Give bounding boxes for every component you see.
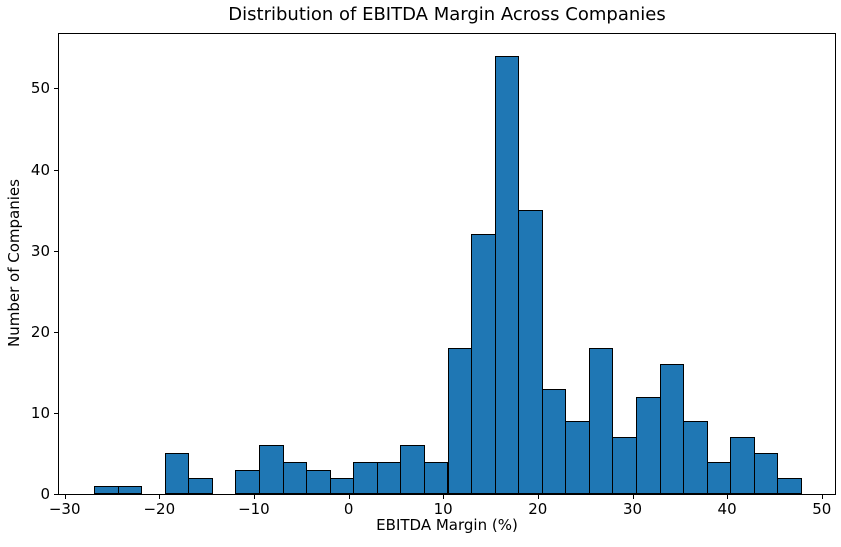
histogram-bar bbox=[94, 485, 119, 494]
y-tick-label: 50 bbox=[30, 79, 50, 98]
histogram-bar bbox=[659, 364, 685, 494]
plot-area bbox=[58, 33, 836, 495]
y-tick-mark bbox=[54, 331, 58, 333]
x-tick-mark bbox=[253, 495, 255, 499]
histogram-bar bbox=[188, 477, 213, 494]
y-tick-mark bbox=[54, 169, 58, 171]
x-tick-label: −30 bbox=[48, 500, 81, 518]
histogram-bar bbox=[565, 421, 590, 494]
histogram-bar bbox=[636, 396, 661, 494]
x-tick-mark bbox=[443, 495, 445, 499]
x-tick-label: 0 bbox=[343, 500, 354, 518]
y-tick-label: 20 bbox=[30, 322, 50, 341]
y-tick-mark bbox=[54, 494, 58, 495]
x-tick-mark bbox=[159, 495, 161, 499]
x-tick-label: 20 bbox=[528, 500, 548, 518]
histogram-bar bbox=[494, 55, 520, 494]
y-tick-label: 40 bbox=[30, 160, 50, 179]
y-tick-label: 10 bbox=[30, 403, 50, 422]
x-tick-mark bbox=[632, 495, 634, 499]
x-tick-mark bbox=[727, 495, 729, 499]
x-tick-mark bbox=[348, 495, 350, 499]
histogram-bar bbox=[376, 461, 402, 494]
bars-layer bbox=[59, 34, 835, 494]
x-tick-label: 10 bbox=[433, 500, 453, 518]
histogram-bar bbox=[353, 461, 378, 494]
histogram-bar bbox=[329, 477, 355, 494]
histogram-bar bbox=[730, 437, 755, 494]
chart-title: Distribution of EBITDA Margin Across Com… bbox=[228, 4, 666, 25]
x-tick-label: 50 bbox=[812, 500, 832, 518]
histogram-bar bbox=[471, 234, 496, 494]
histogram-bar bbox=[518, 210, 543, 494]
histogram-bar bbox=[777, 477, 802, 494]
x-tick-mark bbox=[64, 495, 66, 499]
y-tick-mark bbox=[54, 412, 58, 414]
histogram-bar bbox=[400, 445, 425, 494]
y-tick-mark bbox=[54, 250, 58, 252]
histogram-bar bbox=[259, 445, 284, 494]
x-tick-label: −10 bbox=[238, 500, 270, 518]
x-tick-label: −20 bbox=[143, 500, 176, 518]
histogram-bar bbox=[164, 453, 190, 494]
histogram-bar bbox=[706, 461, 732, 494]
histogram-bar bbox=[588, 348, 614, 494]
histogram-bar bbox=[235, 469, 260, 494]
x-tick-mark bbox=[821, 495, 823, 499]
y-axis-label: Number of Companies bbox=[5, 179, 23, 347]
y-tick-label: 0 bbox=[40, 485, 50, 503]
histogram-bar bbox=[306, 469, 331, 494]
x-tick-label: 30 bbox=[622, 500, 643, 518]
x-tick-label: 40 bbox=[717, 500, 737, 518]
histogram-bar bbox=[447, 348, 473, 494]
y-tick-label: 30 bbox=[30, 241, 50, 260]
x-axis-label: EBITDA Margin (%) bbox=[376, 516, 518, 534]
x-tick-mark bbox=[537, 495, 539, 499]
histogram-bar bbox=[423, 461, 449, 494]
histogram-bar bbox=[282, 461, 308, 494]
histogram-bar bbox=[683, 421, 708, 494]
y-tick-mark bbox=[54, 88, 58, 90]
histogram-bar bbox=[541, 388, 567, 494]
histogram-bar bbox=[117, 485, 143, 494]
histogram-bar bbox=[753, 453, 779, 494]
histogram-bar bbox=[612, 437, 637, 494]
